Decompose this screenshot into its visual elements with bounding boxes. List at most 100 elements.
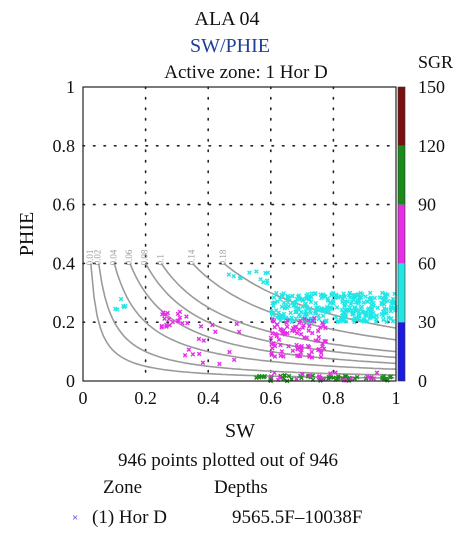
scatter-point (287, 296, 292, 301)
scatter-point (269, 331, 275, 336)
scatter-point (227, 349, 232, 355)
scatter-point (390, 296, 396, 302)
scatter-point (286, 343, 291, 349)
scatter-point (363, 294, 368, 299)
scatter-point (286, 373, 292, 379)
scatter-point (357, 313, 362, 318)
x-tick-label: 0 (79, 388, 88, 408)
scatter-point (373, 319, 379, 324)
legend-depths-header: Depths (214, 477, 268, 498)
y-axis-label: PHIE (16, 212, 38, 256)
scatter-point (289, 319, 295, 325)
scatter-point (310, 318, 316, 324)
scatter-point (367, 309, 373, 315)
scatter-point (269, 352, 274, 358)
scatter-point (293, 324, 299, 330)
scatter-point (342, 303, 348, 308)
scatter-point (320, 341, 325, 347)
scatter-point (391, 301, 396, 306)
scatter-point (388, 316, 394, 321)
x-tick-label: 1 (392, 388, 401, 408)
scatter-point (294, 376, 299, 382)
scatter-point (372, 295, 377, 301)
colorbar-frame (397, 86, 406, 382)
scatter-point (359, 291, 365, 297)
scatter-point (341, 293, 347, 299)
scatter-point (272, 354, 278, 359)
colorbar-tick-label: 60 (418, 253, 436, 273)
scatter-point (334, 305, 340, 310)
scatter-point (374, 370, 380, 375)
scatter-point (362, 318, 367, 323)
scatter-point (297, 314, 303, 319)
scatter-point (388, 308, 394, 314)
scatter-point (346, 308, 352, 313)
points-plotted-caption: 946 points plotted out of 946 (118, 450, 338, 471)
colorbar-tick-label: 120 (418, 136, 445, 156)
scatter-point (321, 322, 326, 328)
scatter-point (316, 334, 322, 340)
scatter-point (350, 312, 355, 317)
scatter-point (271, 295, 277, 300)
x-axis-ticks: 0 0.2 0.4 0.6 0.8 1 (79, 388, 401, 408)
scatter-point (316, 346, 322, 352)
scatter-point (299, 375, 304, 381)
scatter-point (185, 320, 190, 326)
scatter-point (201, 338, 207, 343)
scatter-point (272, 370, 277, 376)
scatter-point (323, 325, 328, 331)
y-tick-label: 0.6 (53, 195, 76, 215)
scatter-point (159, 324, 164, 330)
scatter-point (281, 300, 287, 305)
scatter-point (312, 315, 317, 321)
scatter-point (320, 376, 326, 382)
y-tick-label: 0 (66, 371, 75, 391)
scatter-point (200, 360, 206, 365)
scatter-point (285, 300, 291, 305)
legend-zone-name: (1) Hor D (92, 507, 167, 528)
scatter-point (159, 323, 165, 329)
scatter-point (290, 300, 295, 305)
colorbar-band (398, 322, 405, 381)
bvw-curve-label-layer: 0.010.02 0.04 0.06 0.08 0.1 0.14 0.18 (85, 249, 228, 265)
scatter-point (309, 349, 315, 355)
scatter-point (352, 376, 358, 381)
scatter-point (118, 296, 124, 302)
bvw-curve-label: 0.14 (187, 249, 197, 265)
scatter-point (384, 307, 389, 312)
scatter-point (309, 291, 315, 296)
scatter-point (308, 310, 314, 316)
scatter-point (263, 270, 268, 276)
scatter-point (165, 310, 170, 316)
scatter-point (177, 315, 183, 320)
scatter-point (330, 290, 336, 296)
scatter-point (381, 298, 386, 303)
scatter-point (280, 331, 285, 336)
scatter-point (273, 331, 278, 337)
scatter-point (364, 374, 370, 379)
scatter-point (289, 328, 295, 333)
scatter-point (279, 349, 285, 354)
scatter-point (290, 348, 296, 354)
scatter-point (182, 352, 188, 358)
bvw-curve-label: 0.04 (108, 249, 118, 265)
scatter-point (247, 270, 252, 275)
x-tick-label: 0.4 (197, 388, 220, 408)
colorbar-label: SGR (418, 52, 453, 72)
scatter-point (335, 374, 341, 379)
scatter-point (382, 292, 388, 298)
scatter-point (196, 351, 202, 357)
colorbar-tick-label: 0 (418, 371, 427, 391)
scatter-point (277, 296, 283, 302)
scatter-point (337, 319, 343, 324)
scatter-point (318, 354, 324, 360)
scatter-point (272, 300, 278, 305)
scatter-point (300, 372, 305, 377)
scatter-point (302, 312, 308, 317)
x-tick-label: 0.8 (322, 388, 345, 408)
plot-frame-bg (83, 87, 396, 381)
scatter-point (285, 318, 290, 323)
bvw-curve-label: 0.1 (155, 254, 165, 265)
scatter-point (273, 290, 279, 296)
